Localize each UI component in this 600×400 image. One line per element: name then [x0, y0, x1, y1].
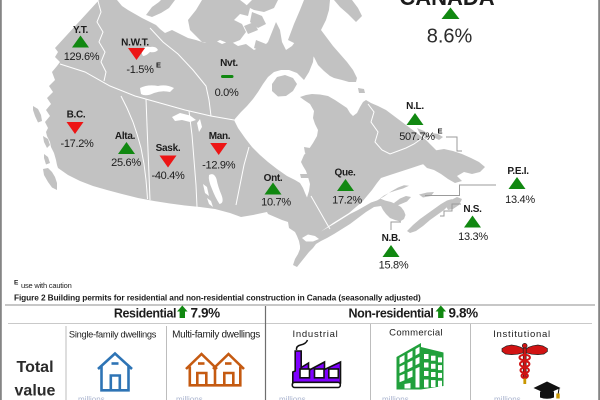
svg-text:millions: millions [176, 395, 203, 400]
svg-text:Ont.: Ont. [264, 173, 283, 184]
svg-text:Multi-family dwellings: Multi-family dwellings [172, 330, 260, 341]
svg-text:Sask.: Sask. [156, 143, 181, 154]
svg-text:millions: millions [279, 395, 306, 400]
svg-text:use with caution: use with caution [21, 281, 72, 290]
svg-text:Alta.: Alta. [115, 131, 136, 142]
svg-text:Single-family dwellings: Single-family dwellings [69, 330, 157, 340]
svg-text:Residential: Residential [114, 307, 176, 321]
svg-text:-1.5%: -1.5% [126, 64, 154, 76]
svg-text:Industrial: Industrial [292, 329, 338, 340]
svg-text:Y.T.: Y.T. [73, 25, 88, 36]
svg-text:17.2%: 17.2% [332, 195, 362, 207]
svg-text:-17.2%: -17.2% [60, 138, 94, 150]
svg-text:B.C.: B.C. [67, 110, 86, 121]
svg-text:Man.: Man. [209, 131, 231, 142]
svg-text:millions: millions [494, 395, 521, 400]
svg-text:Institutional: Institutional [493, 329, 551, 340]
svg-text:E: E [156, 61, 161, 70]
svg-text:millions: millions [382, 395, 409, 400]
svg-text:8.6%: 8.6% [427, 26, 473, 48]
svg-text:Non-residential: Non-residential [349, 307, 434, 321]
svg-text:0.0%: 0.0% [215, 87, 239, 99]
svg-text:N.L.: N.L. [406, 101, 424, 112]
svg-text:10.7%: 10.7% [261, 197, 291, 209]
svg-text:value: value [15, 383, 56, 400]
svg-text:15.8%: 15.8% [379, 260, 409, 272]
svg-text:25.6%: 25.6% [111, 157, 141, 169]
svg-text:N.W.T.: N.W.T. [121, 38, 149, 49]
svg-text:N.S.: N.S. [463, 204, 482, 215]
svg-text:N.B.: N.B. [382, 233, 401, 244]
svg-text:9.8%: 9.8% [449, 306, 479, 321]
svg-text:E: E [438, 127, 443, 136]
svg-text:13.4%: 13.4% [505, 194, 535, 206]
svg-text:Total: Total [16, 359, 53, 376]
svg-text:Nvt.: Nvt. [220, 58, 238, 69]
svg-text:millions: millions [78, 395, 105, 400]
svg-text:507.7%: 507.7% [399, 131, 435, 143]
svg-text:-40.4%: -40.4% [151, 170, 185, 182]
svg-text:CANADA: CANADA [399, 0, 494, 10]
svg-text:Commercial: Commercial [389, 328, 443, 339]
svg-text:7.9%: 7.9% [191, 306, 221, 321]
svg-text:Que.: Que. [334, 168, 356, 179]
svg-text:13.3%: 13.3% [458, 231, 488, 243]
svg-text:Figure 2 Building permits for: Figure 2 Building permits for residentia… [14, 293, 421, 303]
svg-text:129.6%: 129.6% [64, 51, 100, 63]
svg-text:-12.9%: -12.9% [202, 160, 236, 172]
svg-text:P.E.I.: P.E.I. [507, 166, 529, 177]
svg-text:E: E [14, 280, 19, 287]
